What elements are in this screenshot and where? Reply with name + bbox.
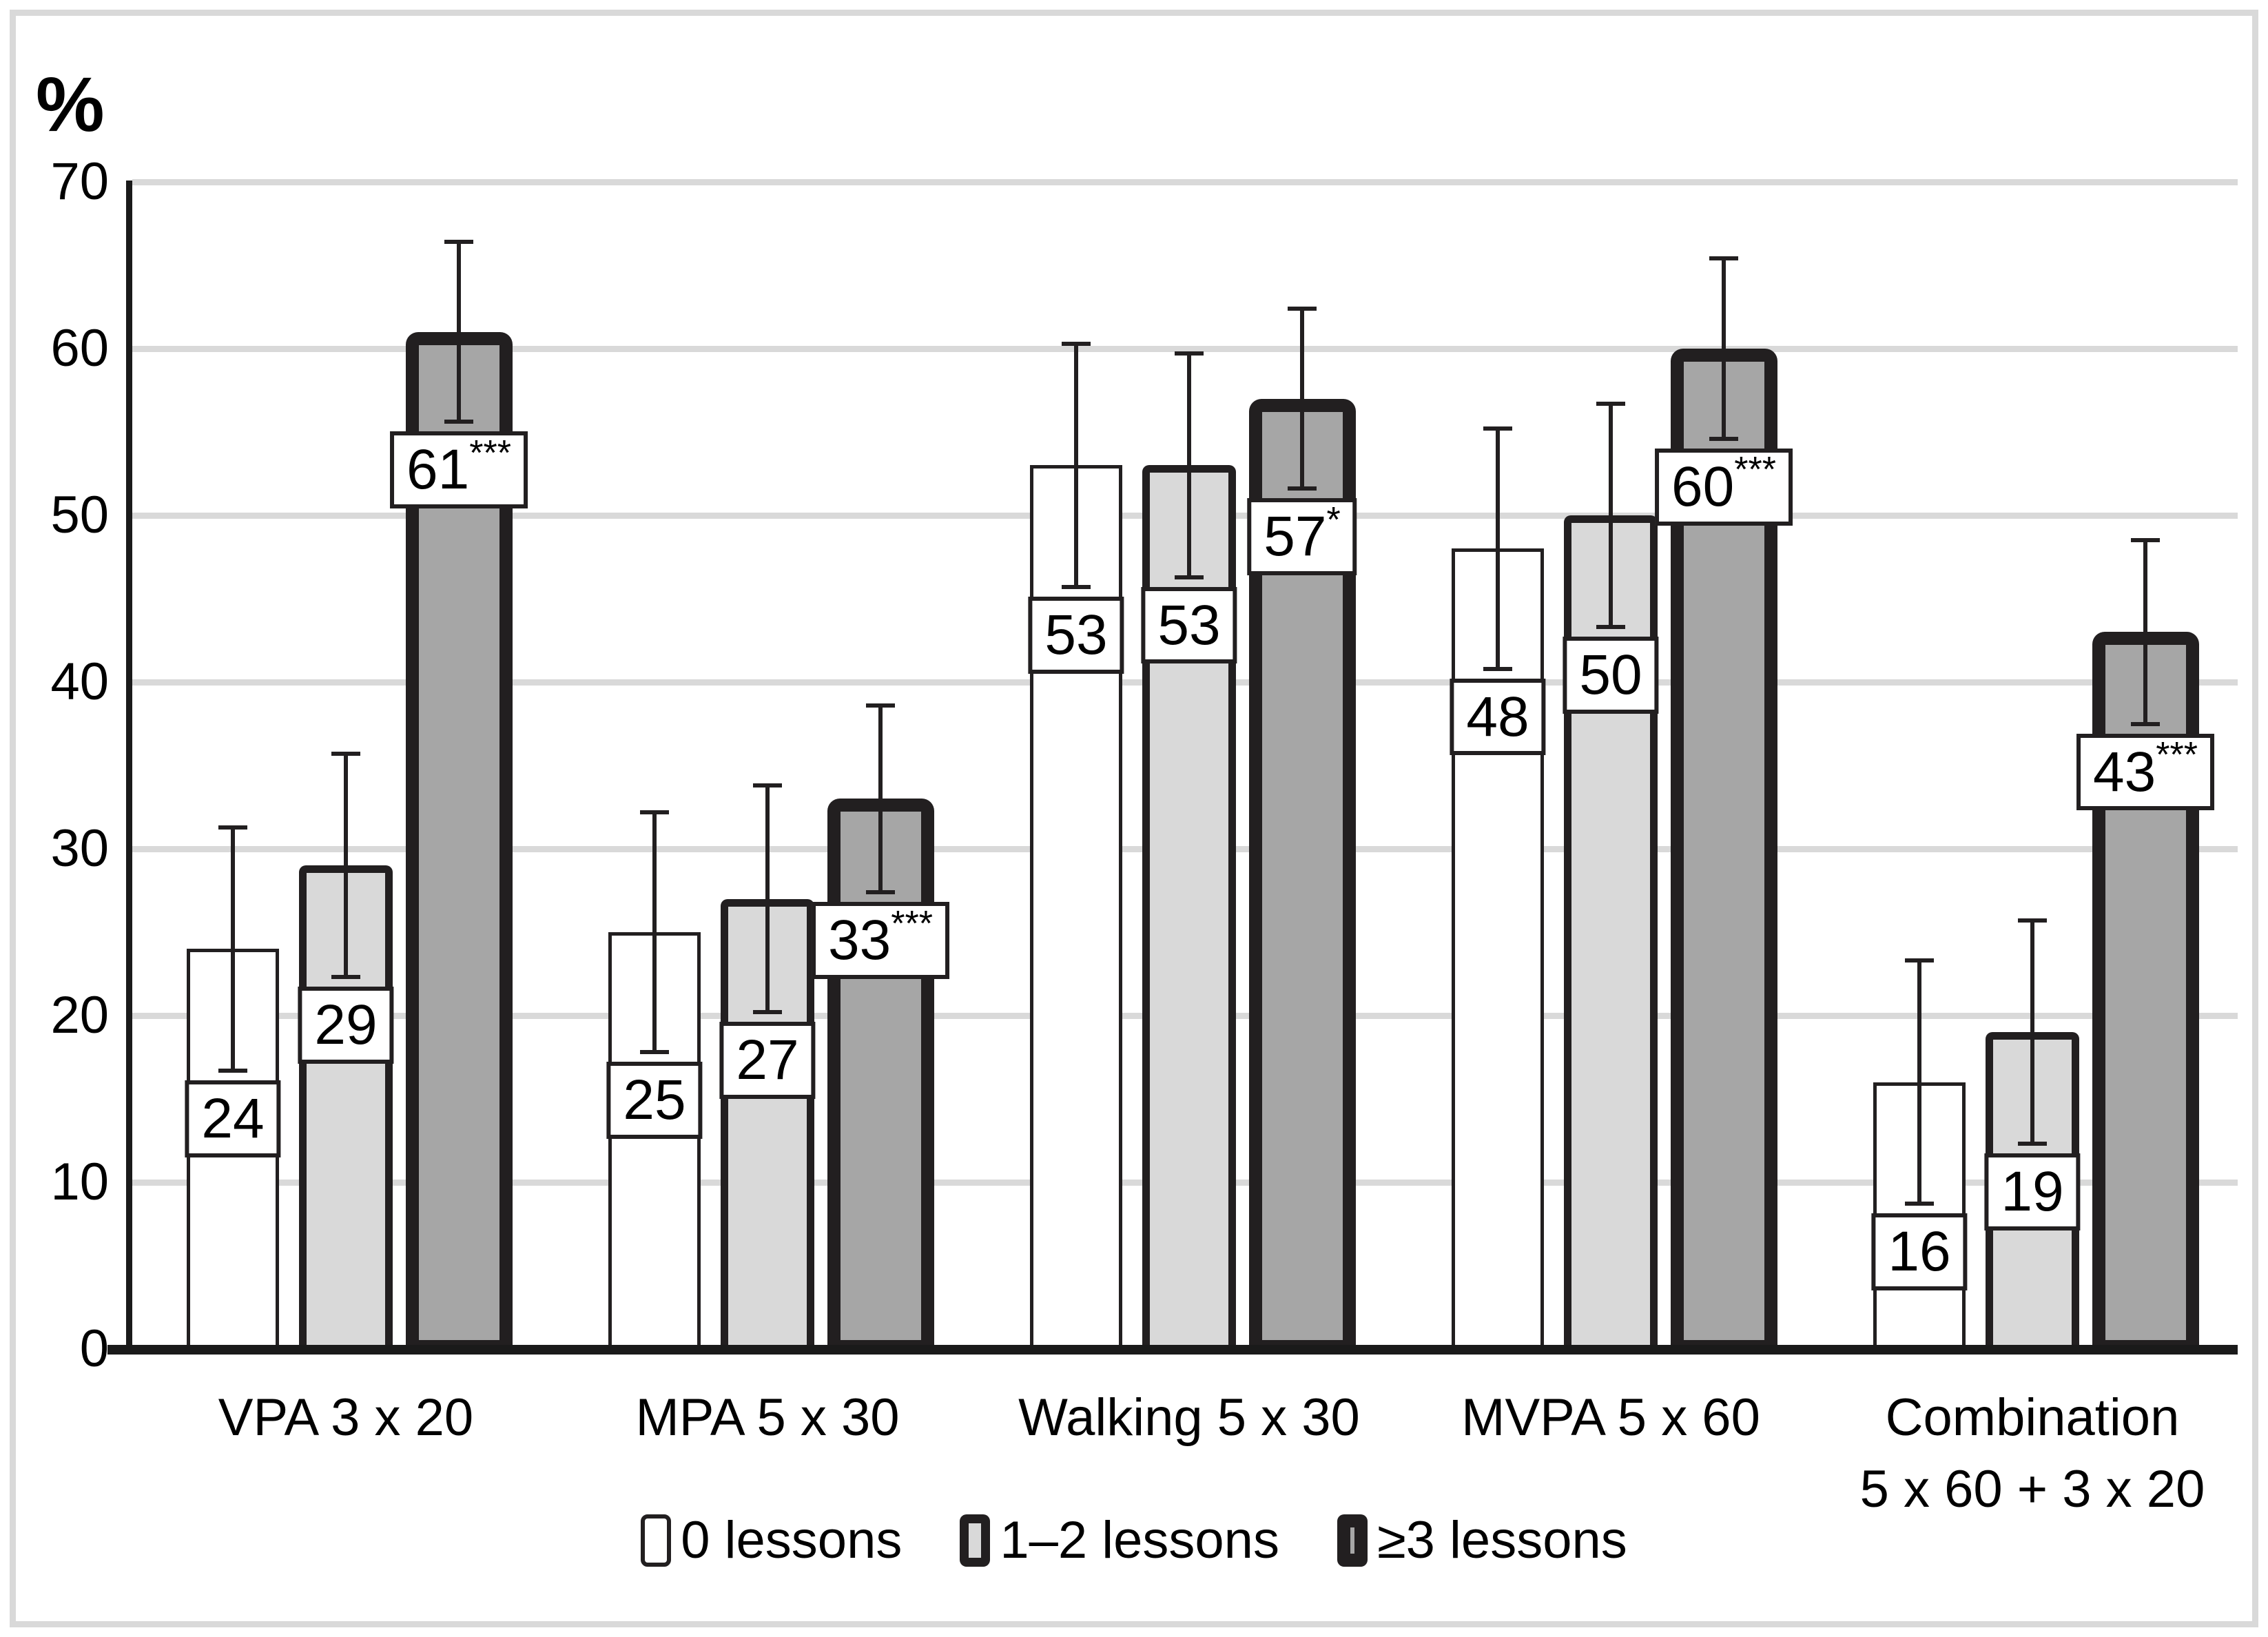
bar-value-label-s2-g2: 57* (1247, 498, 1357, 576)
error-bar-line-s1-g0 (344, 754, 348, 978)
x-category-label-2: Walking 5 x 30 (1018, 1388, 1360, 1447)
error-bar-line-s2-g3 (1722, 258, 1726, 439)
significance-marker: * (1326, 500, 1341, 540)
error-bar-cap-bottom-s0-g0 (218, 1068, 247, 1073)
error-bar-cap-bottom-s1-g1 (753, 1010, 782, 1015)
bar-value-label-s0-g2: 53 (1028, 597, 1124, 674)
error-bar-cap-top-s1-g0 (331, 752, 360, 756)
bar-value-label-s0-g4: 16 (1871, 1213, 1968, 1291)
error-bar-line-s2-g0 (457, 242, 461, 422)
error-bar-line-s0-g3 (1496, 429, 1500, 669)
error-bar-cap-bottom-s0-g4 (1905, 1202, 1934, 1206)
legend-label-series0: 0 lessons (681, 1511, 903, 1569)
error-bar-cap-top-s2-g0 (444, 240, 473, 245)
legend-item-2: ≥3 lessons (1337, 1514, 1627, 1567)
legend-swatch-icon (641, 1514, 672, 1567)
error-bar-line-s2-g2 (1300, 308, 1304, 489)
figure-border (10, 10, 2258, 1627)
error-bar-line-s0-g0 (231, 827, 235, 1071)
bar-value-label-s0-g1: 25 (606, 1062, 703, 1140)
gridline-70 (132, 179, 2238, 185)
bar-value-label-s0-g0: 24 (185, 1080, 281, 1157)
y-tick-label-30: 30 (50, 819, 109, 878)
significance-marker: *** (891, 903, 933, 944)
error-bar-cap-top-s0-g3 (1483, 426, 1512, 431)
y-tick-label-0: 0 (79, 1319, 109, 1378)
y-tick-label-10: 10 (50, 1153, 109, 1211)
significance-marker: *** (469, 433, 511, 474)
error-bar-cap-bottom-s0-g3 (1483, 666, 1512, 671)
error-bar-cap-top-s1-g3 (1596, 401, 1625, 406)
error-bar-cap-top-s0-g1 (640, 810, 669, 814)
legend-item-1: 1–2 lessons (960, 1514, 1279, 1567)
bar-value-label-s1-g1: 27 (719, 1022, 816, 1099)
bar-value-label-s2-g4: 43*** (2076, 733, 2214, 811)
error-bar-cap-top-s1-g4 (2018, 918, 2047, 923)
y-tick-label-40: 40 (50, 652, 109, 711)
y-axis-title: % (36, 61, 105, 147)
x-category-label-1: MPA 5 x 30 (635, 1388, 900, 1447)
y-axis-line (126, 181, 132, 1355)
error-bar-cap-top-s0-g0 (218, 825, 247, 830)
legend: 0 lessons 1–2 lessons ≥3 lessons (0, 1514, 2268, 1567)
y-tick-label-70: 70 (50, 152, 109, 211)
error-bar-cap-top-s1-g1 (753, 783, 782, 788)
error-bar-cap-bottom-s0-g2 (1062, 585, 1091, 590)
bar-value-label-s1-g3: 50 (1563, 637, 1659, 714)
error-bar-cap-bottom-s2-g1 (866, 889, 895, 894)
error-bar-cap-top-s2-g1 (866, 703, 895, 708)
significance-marker: *** (1734, 450, 1776, 491)
bar-value-label-s1-g4: 19 (1984, 1153, 2081, 1231)
error-bar-line-s0-g1 (652, 812, 657, 1053)
error-bar-cap-bottom-s0-g1 (640, 1050, 669, 1055)
error-bar-cap-bottom-s2-g0 (444, 420, 473, 424)
x-category-label-0: VPA 3 x 20 (218, 1388, 474, 1447)
error-bar-line-s2-g4 (2143, 540, 2147, 724)
legend-label-series1: 1–2 lessons (1000, 1511, 1279, 1569)
error-bar-line-s1-g3 (1609, 403, 1613, 628)
error-bar-cap-top-s0-g4 (1905, 958, 1934, 963)
bar-value-label-s0-g3: 48 (1450, 678, 1546, 756)
y-tick-label-60: 60 (50, 319, 109, 378)
bar-value-label-s2-g3: 60*** (1655, 448, 1793, 526)
bar-value-label-s1-g2: 53 (1141, 586, 1237, 664)
error-bar-line-s1-g2 (1187, 353, 1191, 577)
significance-marker: *** (2156, 735, 2198, 776)
error-bar-line-s0-g2 (1074, 343, 1078, 588)
y-tick-label-20: 20 (50, 986, 109, 1044)
legend-item-0: 0 lessons (641, 1514, 902, 1567)
x-axis-line (107, 1345, 2238, 1355)
y-tick-label-50: 50 (50, 486, 109, 544)
error-bar-cap-top-s2-g3 (1709, 256, 1738, 261)
error-bar-cap-top-s2-g4 (2131, 538, 2160, 543)
error-bar-cap-bottom-s2-g3 (1709, 436, 1738, 441)
error-bar-cap-bottom-s1-g4 (2018, 1142, 2047, 1146)
error-bar-cap-top-s2-g2 (1288, 306, 1317, 311)
bar-value-label-s1-g0: 29 (298, 987, 394, 1064)
error-bar-cap-bottom-s1-g0 (331, 975, 360, 980)
error-bar-line-s1-g4 (2030, 920, 2034, 1144)
error-bar-cap-top-s1-g2 (1175, 351, 1204, 356)
error-bar-cap-top-s0-g2 (1062, 341, 1091, 346)
error-bar-cap-bottom-s1-g3 (1596, 625, 1625, 630)
bar-value-label-s2-g0: 61*** (390, 431, 528, 509)
legend-label-series2: ≥3 lessons (1377, 1511, 1627, 1569)
error-bar-line-s0-g4 (1917, 960, 1921, 1204)
error-bar-cap-bottom-s2-g4 (2131, 721, 2160, 726)
error-bar-line-s2-g1 (878, 705, 883, 892)
bar-series1-group0 (299, 865, 393, 1353)
gridline-60 (132, 346, 2238, 352)
legend-swatch-icon (1337, 1514, 1368, 1567)
error-bar-cap-bottom-s1-g2 (1175, 575, 1204, 579)
bar-series1-group1 (721, 898, 814, 1353)
x-category-label-3: MVPA 5 x 60 (1461, 1388, 1760, 1447)
error-bar-cap-bottom-s2-g2 (1288, 486, 1317, 491)
legend-swatch-icon (960, 1514, 991, 1567)
error-bar-line-s1-g1 (765, 785, 770, 1013)
bar-value-label-s2-g1: 33*** (812, 901, 949, 979)
x-category-label-4: Combination 5 x 60 + 3 x 20 (1859, 1388, 2205, 1518)
